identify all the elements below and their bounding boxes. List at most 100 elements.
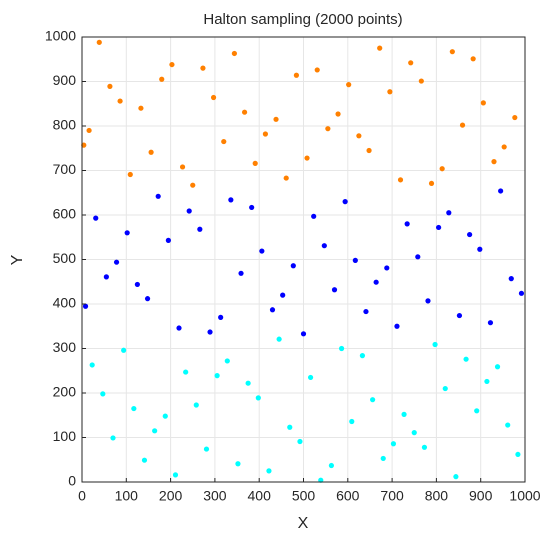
point <box>131 405 137 412</box>
point <box>401 411 407 417</box>
point <box>335 111 341 117</box>
point <box>221 138 227 145</box>
point <box>162 413 168 419</box>
point <box>307 374 314 381</box>
point <box>494 364 501 370</box>
point <box>186 208 192 214</box>
point <box>359 353 366 359</box>
point <box>325 126 331 132</box>
point <box>276 336 282 342</box>
point <box>193 402 199 408</box>
x-tick-label: 700 <box>380 488 404 504</box>
point <box>321 243 327 249</box>
y-tick-label: 1000 <box>45 28 76 44</box>
point <box>387 89 393 95</box>
y-tick-label: 400 <box>53 295 77 311</box>
point <box>470 56 476 62</box>
point <box>231 50 237 57</box>
y-tick-label: 900 <box>53 72 77 88</box>
point <box>446 210 452 216</box>
point <box>293 72 300 78</box>
point <box>117 98 123 104</box>
point <box>370 397 376 403</box>
y-tick-label: 600 <box>53 206 77 222</box>
point <box>428 180 435 187</box>
point <box>172 472 179 478</box>
point <box>89 362 95 368</box>
point <box>241 109 248 115</box>
point <box>121 347 127 353</box>
point <box>349 418 355 425</box>
y-tick-label: 300 <box>53 339 77 355</box>
point <box>512 114 518 121</box>
point <box>436 224 442 231</box>
point <box>397 177 404 183</box>
point <box>110 435 116 441</box>
point <box>152 428 158 434</box>
point <box>415 254 421 260</box>
point <box>280 292 286 298</box>
point <box>304 155 310 161</box>
y-tick-label: 500 <box>53 250 77 266</box>
point <box>404 221 410 227</box>
point <box>484 378 490 385</box>
point <box>498 188 504 194</box>
point <box>477 246 483 252</box>
point <box>439 166 445 172</box>
x-tick-label: 800 <box>425 488 449 504</box>
point <box>346 82 352 88</box>
point <box>373 279 379 285</box>
point <box>501 144 507 150</box>
point <box>390 441 397 447</box>
point <box>311 213 317 219</box>
point <box>453 474 459 480</box>
x-tick-label: 500 <box>292 488 316 504</box>
point <box>463 356 469 362</box>
point <box>418 78 424 84</box>
point <box>384 265 390 271</box>
point <box>165 237 171 243</box>
point <box>179 164 186 170</box>
x-tick-label: 100 <box>115 488 139 504</box>
point <box>356 133 362 139</box>
point <box>421 444 428 450</box>
point <box>228 197 234 203</box>
point <box>138 105 144 111</box>
point <box>480 100 486 106</box>
point <box>377 45 383 51</box>
point <box>518 290 525 296</box>
point <box>86 127 92 134</box>
point <box>459 122 466 128</box>
point <box>249 204 255 211</box>
point <box>107 83 113 89</box>
point <box>342 199 348 205</box>
point <box>352 257 358 263</box>
point <box>487 320 494 326</box>
point <box>290 263 296 269</box>
point <box>515 451 521 458</box>
point <box>200 65 206 71</box>
point <box>197 226 203 232</box>
point <box>190 182 196 188</box>
y-tick-label: 100 <box>53 428 77 444</box>
point <box>474 408 480 414</box>
point <box>238 270 244 276</box>
point <box>100 391 106 397</box>
point <box>456 312 463 319</box>
point <box>93 215 99 221</box>
point <box>207 329 213 335</box>
point <box>141 457 148 463</box>
point <box>331 287 338 293</box>
point <box>245 380 251 386</box>
point <box>432 341 438 348</box>
y-tick-label: 200 <box>53 384 77 400</box>
points <box>81 39 525 483</box>
y-axis-label: Y <box>9 254 26 265</box>
x-tick-label: 600 <box>336 488 360 504</box>
x-tick-label: 200 <box>159 488 183 504</box>
point <box>273 116 279 122</box>
point <box>328 462 335 469</box>
point <box>366 147 372 154</box>
x-tick-label: 400 <box>248 488 272 504</box>
